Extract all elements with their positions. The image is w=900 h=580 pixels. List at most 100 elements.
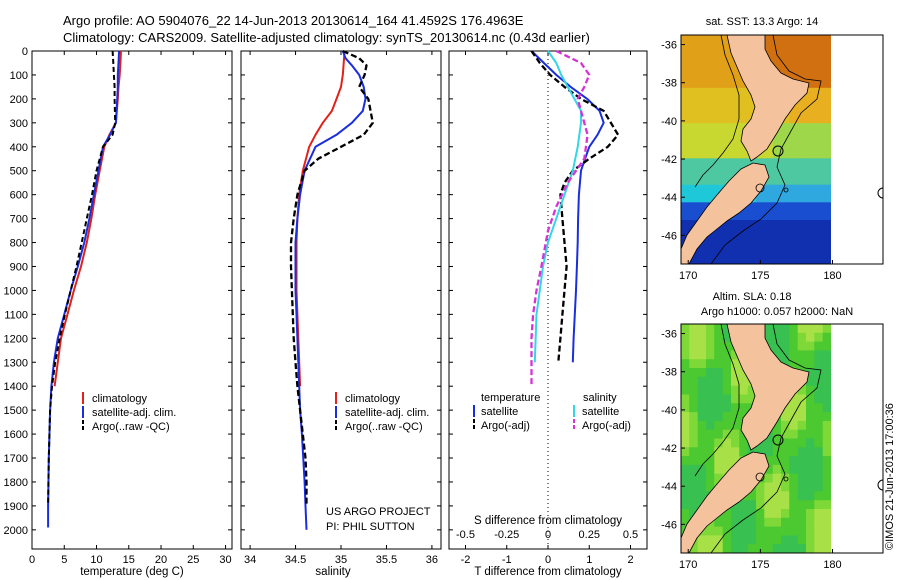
heatmap-cell (697, 114, 707, 124)
heatmap-cell (806, 123, 815, 133)
heatmap-cell (706, 403, 715, 413)
heatmap-cell (764, 149, 774, 159)
heatmap-cell (722, 96, 732, 107)
edge-marker (877, 479, 884, 491)
heatmap-cell (689, 447, 699, 457)
heatmap-cell (747, 500, 757, 510)
heatmap-cell (697, 394, 707, 404)
heatmap-cell (722, 544, 732, 553)
heatmap-cell (731, 420, 740, 431)
heatmap-cell (814, 52, 824, 62)
heatmap-cell (731, 526, 740, 536)
heatmap-cell (706, 544, 715, 553)
sla-map-axes: 170 175 180 -36 -38 -40 -42 -44 -46 (661, 329, 842, 571)
heatmap-cell (697, 341, 707, 351)
heatmap-cell (681, 368, 690, 378)
legend-header-salinity: salinity (583, 392, 617, 404)
heatmap-cell (731, 246, 740, 256)
heatmap-cell (797, 332, 807, 343)
heatmap-cell (822, 535, 832, 545)
heatmap-cell (731, 350, 740, 360)
heatmap-cell (772, 332, 782, 343)
heatmap-cell (731, 114, 740, 124)
heatmap-cell (739, 158, 749, 168)
heatmap-cell (689, 255, 699, 264)
sst-map-frame (680, 34, 884, 265)
heatmap-cell (789, 535, 799, 545)
y-tick-label: 1500 (4, 405, 28, 417)
heatmap-cell (814, 359, 824, 369)
heatmap-cell (772, 491, 782, 501)
heatmap-cell (764, 491, 774, 501)
heatmap-cell (706, 96, 715, 107)
heatmap-cell (697, 473, 707, 484)
heatmap-cell (739, 368, 749, 378)
heatmap-cell (681, 420, 690, 431)
heatmap-cell (806, 79, 815, 89)
north-island-land (726, 35, 810, 162)
salinity-series (289, 49, 374, 530)
bathymetry-contour (710, 35, 822, 264)
heatmap-cell (797, 324, 807, 334)
heatmap-cell (814, 368, 824, 378)
heatmap-cell (706, 341, 715, 351)
heatmap-cell (681, 202, 690, 212)
heatmap-cell (689, 324, 699, 334)
heatmap-cell (806, 350, 815, 360)
heatmap-cell (706, 473, 715, 484)
y-tick-label: -46 (661, 230, 677, 242)
temperature-xlabel: temperature (deg C) (80, 566, 184, 578)
heatmap-cell (764, 228, 774, 239)
heatmap-cell (781, 52, 790, 62)
heatmap-cell (814, 202, 824, 212)
x-tick-label: 2 (627, 554, 633, 566)
heatmap-cell (731, 140, 740, 151)
y-tick-label: -44 (661, 481, 677, 493)
heatmap-cell (706, 35, 715, 45)
heatmap-cell (772, 158, 782, 168)
heatmap-cell (714, 246, 724, 256)
heatmap-cell (747, 526, 757, 536)
heatmap-cell (714, 350, 724, 360)
heatmap-cell (697, 43, 707, 54)
heatmap-cell (697, 535, 707, 545)
heatmap-cell (806, 228, 815, 239)
heatmap-cell (739, 438, 749, 448)
heatmap-cell (756, 535, 765, 545)
heatmap-cell (731, 385, 740, 396)
heatmap-cell (789, 464, 799, 475)
heatmap-cell (714, 420, 724, 431)
heatmap-cell (789, 35, 799, 45)
heatmap-cell (739, 500, 749, 510)
heatmap-cell (764, 35, 774, 45)
heatmap-cell (697, 175, 707, 186)
x-tick-label: 180 (823, 559, 841, 571)
heatmap-cell (772, 220, 782, 230)
y-tick-label: 0 (22, 46, 28, 58)
heatmap-cell (822, 526, 832, 536)
south-island-land (681, 162, 770, 264)
heatmap-cell (822, 255, 832, 264)
heatmap-cell (739, 237, 749, 247)
heatmap-cell (822, 324, 832, 334)
heatmap-cell (781, 228, 790, 239)
heatmap-cell (681, 184, 690, 195)
heatmap-cell (814, 324, 824, 334)
heatmap-cell (722, 517, 732, 528)
heatmap-cell (764, 482, 774, 492)
y-tick-label: -46 (661, 519, 677, 531)
heatmap-cell (781, 237, 790, 247)
heatmap-cell (806, 324, 815, 334)
heatmap-cell (731, 237, 740, 247)
y-tick-label: 300 (10, 118, 28, 130)
heatmap-cell (806, 87, 815, 98)
difference-legend: temperature salinity satellite Argo(-adj… (473, 392, 631, 432)
heatmap-cell (822, 517, 832, 528)
heatmap-cell (797, 167, 807, 177)
heatmap-cell (706, 246, 715, 256)
heatmap-cell (814, 158, 824, 168)
north-island-land (726, 324, 810, 451)
heatmap-cell (781, 43, 790, 54)
heatmap-cell (731, 429, 740, 440)
heatmap-cell (747, 202, 757, 212)
